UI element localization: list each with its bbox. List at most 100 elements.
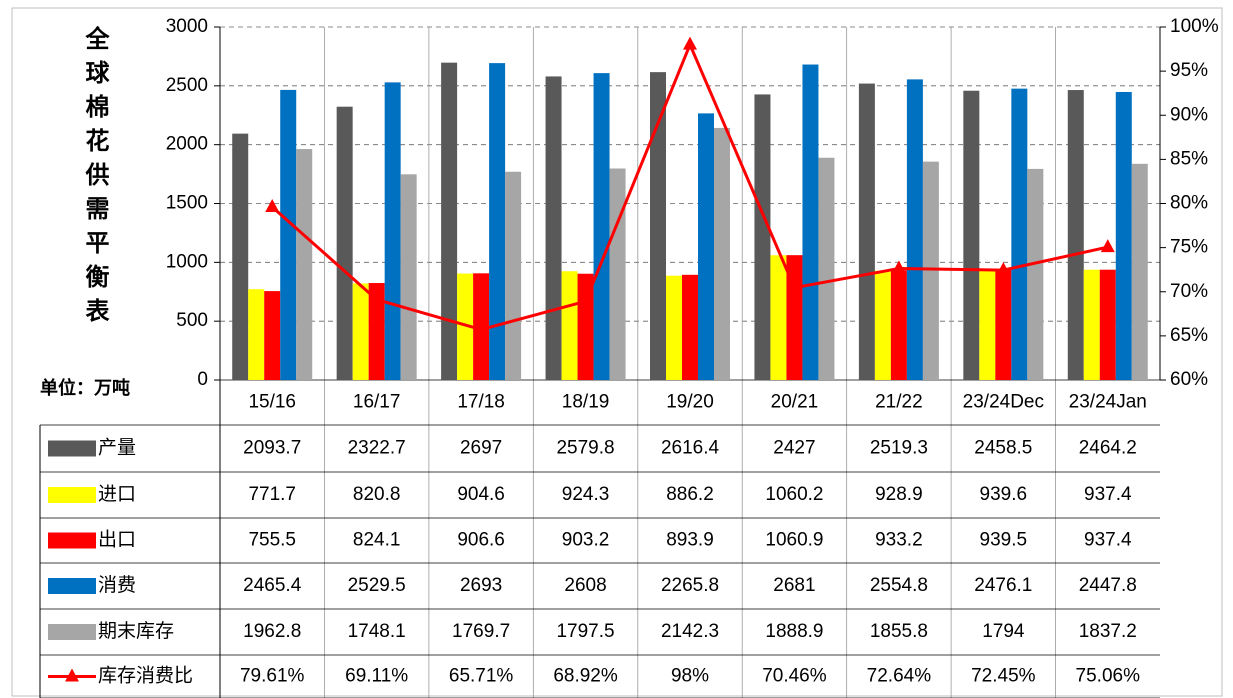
y-tick-label: 2500	[166, 75, 208, 96]
marker	[578, 293, 593, 307]
bar	[906, 79, 923, 381]
table-cell: 904.6	[457, 484, 505, 505]
table-cell: 2693	[460, 575, 502, 596]
bar	[682, 274, 698, 380]
bar	[979, 269, 996, 380]
legend-label: 进口	[98, 483, 136, 505]
bar	[802, 64, 819, 380]
table-cell: 933.2	[875, 530, 923, 551]
bar	[593, 73, 610, 380]
marker	[683, 36, 697, 50]
bar	[858, 83, 875, 380]
bar	[384, 82, 401, 380]
table-cell: 939.6	[980, 484, 1028, 505]
y2-tick-label: 75%	[1170, 237, 1208, 258]
bar	[1067, 90, 1084, 380]
table-cell: 2322.7	[348, 438, 406, 459]
bar	[296, 149, 313, 380]
x-tick-label: 23/24Jan	[1069, 392, 1147, 413]
bar	[505, 171, 522, 380]
table-cell: 98%	[671, 666, 709, 687]
table-cell: 79.61%	[240, 666, 305, 687]
x-tick-label: 17/18	[457, 392, 505, 413]
bar	[336, 106, 353, 381]
table-cell: 937.4	[1084, 484, 1132, 505]
table-cell: 1888.9	[765, 621, 823, 642]
table-cell: 1855.8	[870, 621, 928, 642]
legend-swatch	[48, 532, 96, 549]
table-cell: 1797.5	[556, 621, 614, 642]
bar	[922, 161, 939, 380]
bar	[1099, 269, 1116, 380]
legend-swatch	[48, 440, 96, 457]
bar	[650, 72, 666, 380]
table-cell: 893.9	[666, 530, 714, 551]
legend-swatch	[48, 578, 96, 594]
table-cell: 1837.2	[1079, 621, 1137, 642]
x-tick-label: 20/21	[771, 392, 819, 413]
legend-marker	[65, 668, 79, 682]
table-cell: 924.3	[562, 484, 610, 505]
bar	[1131, 163, 1148, 380]
marker	[891, 260, 906, 274]
table-cell: 72.64%	[867, 666, 932, 687]
table-cell: 1769.7	[452, 621, 510, 642]
legend-label: 产量	[98, 437, 136, 459]
bar	[754, 94, 771, 380]
table-cell: 2464.2	[1079, 438, 1137, 459]
bar	[457, 273, 474, 380]
bar	[441, 62, 458, 380]
frame	[11, 7, 1223, 697]
y2-tick-label: 70%	[1170, 281, 1208, 302]
table-cell: 2608	[564, 575, 606, 596]
table-cell: 1794	[982, 621, 1025, 642]
y2-tick-label: 90%	[1170, 104, 1208, 125]
marker	[996, 262, 1011, 276]
y-tick-label: 1500	[166, 193, 208, 214]
unit-label: 单位：万吨	[40, 378, 130, 399]
bar	[963, 90, 980, 381]
y2-tick-label: 80%	[1170, 193, 1208, 214]
table-cell: 65.71%	[449, 666, 514, 687]
table-cell: 2616.4	[661, 438, 720, 459]
bar	[698, 113, 714, 380]
y-tick-label: 1000	[166, 251, 208, 272]
table-cell: 2465.4	[243, 575, 302, 596]
table-cell: 75.06%	[1076, 666, 1141, 687]
bar	[890, 270, 907, 380]
table-cell: 68.92%	[553, 666, 618, 687]
table-cell: 820.8	[353, 484, 401, 505]
x-tick-label: 18/19	[562, 392, 610, 413]
bar	[368, 283, 385, 380]
table-cell: 69.11%	[345, 666, 408, 687]
bar	[1011, 88, 1028, 380]
bar	[714, 127, 730, 380]
table-cell: 2529.5	[348, 575, 406, 596]
table-cell: 771.7	[248, 484, 296, 505]
table-cell: 1060.9	[765, 530, 823, 551]
x-tick-label: 23/24Dec	[963, 392, 1044, 413]
marker	[265, 198, 280, 212]
table-cell: 903.2	[562, 530, 610, 551]
table-cell: 2579.8	[556, 438, 614, 459]
bar	[577, 273, 594, 380]
y2-tick-label: 85%	[1170, 148, 1208, 169]
bar	[264, 291, 281, 380]
bar	[818, 157, 835, 380]
table-cell: 824.1	[353, 530, 401, 551]
bar	[248, 289, 265, 380]
bar	[770, 255, 787, 380]
x-tick-label: 16/17	[353, 392, 401, 413]
x-tick-label: 21/22	[875, 392, 923, 413]
bar	[280, 89, 297, 380]
bar	[489, 63, 506, 381]
y-tick-label: 3000	[166, 16, 208, 37]
bar	[561, 271, 578, 380]
bar	[545, 76, 562, 380]
bar	[1115, 91, 1132, 381]
table-cell: 2476.1	[974, 575, 1032, 596]
table-cell: 1962.8	[243, 621, 301, 642]
bar	[874, 270, 891, 380]
